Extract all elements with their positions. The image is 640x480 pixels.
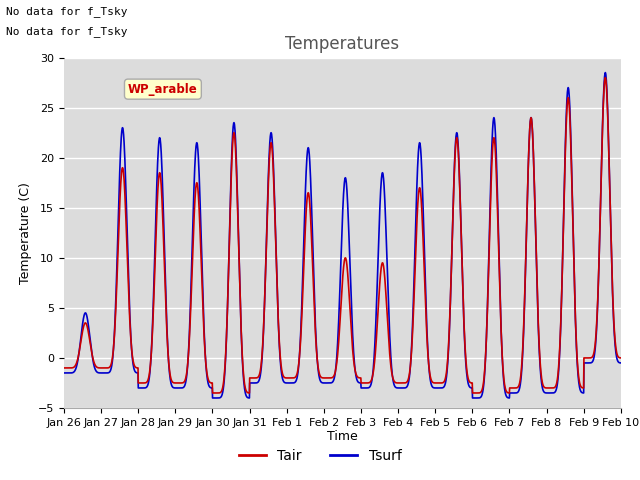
Tsurf bbox=[216, 395, 223, 401]
Tsurf bbox=[584, 360, 591, 366]
Tsurf bbox=[60, 370, 68, 376]
Title: Temperatures: Temperatures bbox=[285, 35, 399, 53]
Tair bbox=[60, 365, 68, 371]
Tair bbox=[568, 179, 575, 184]
Tsurf bbox=[568, 173, 575, 179]
Text: No data for f_Tsky: No data for f_Tsky bbox=[6, 25, 128, 36]
Tsurf bbox=[617, 360, 625, 366]
Tsurf bbox=[602, 70, 609, 75]
Legend: Tair, Tsurf: Tair, Tsurf bbox=[233, 443, 407, 468]
Tair bbox=[584, 355, 591, 361]
Tair bbox=[504, 390, 512, 396]
Tsurf bbox=[359, 385, 367, 391]
Tair bbox=[602, 75, 609, 81]
Tsurf bbox=[212, 395, 220, 401]
Tair bbox=[212, 390, 220, 396]
Y-axis label: Temperature (C): Temperature (C) bbox=[19, 182, 33, 284]
X-axis label: Time: Time bbox=[327, 431, 358, 444]
Line: Tair: Tair bbox=[64, 78, 621, 393]
Tair bbox=[359, 380, 367, 386]
Tsurf bbox=[371, 343, 379, 349]
Tair bbox=[371, 357, 379, 362]
Tair bbox=[617, 355, 625, 361]
Text: No data for f_Tsky: No data for f_Tsky bbox=[6, 6, 128, 17]
Tair bbox=[216, 390, 223, 396]
Text: WP_arable: WP_arable bbox=[128, 83, 198, 96]
Line: Tsurf: Tsurf bbox=[64, 72, 621, 398]
Tsurf bbox=[504, 395, 512, 401]
